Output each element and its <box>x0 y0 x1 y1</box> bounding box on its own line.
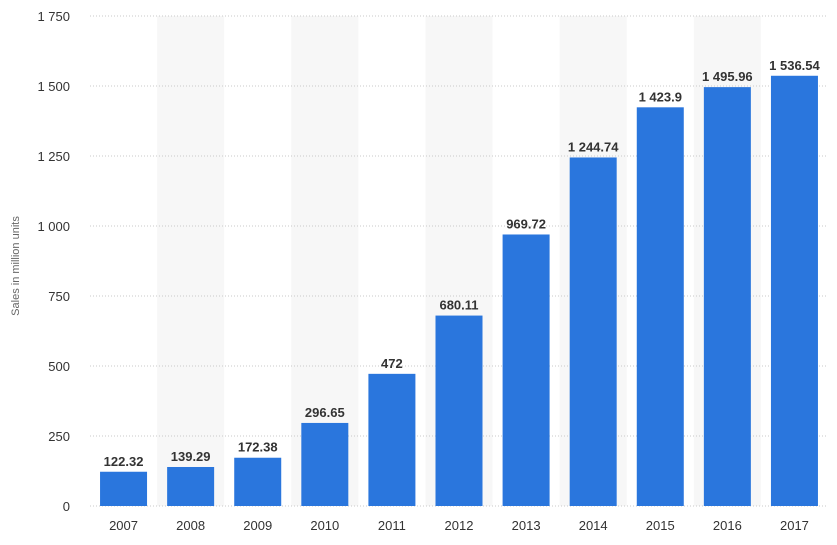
bar-2008 <box>167 466 215 506</box>
data-label-2009: 172.38 <box>238 440 278 455</box>
bar-2009 <box>234 457 282 506</box>
x-tick-label-2015: 2015 <box>646 518 675 533</box>
data-labels: 122.32 139.29 172.38 296.65 472 680.11 969.72 1… <box>104 58 821 469</box>
bar-2013 <box>502 234 550 506</box>
x-tick-label-2010: 2010 <box>310 518 339 533</box>
y-tick-label: 0 <box>63 499 70 514</box>
bars <box>100 75 818 507</box>
bar-2010 <box>301 422 349 506</box>
y-tick-label: 750 <box>48 289 70 304</box>
bar-2014 <box>569 157 617 507</box>
data-label-2008: 139.29 <box>171 449 211 464</box>
y-tick-label: 1 750 <box>37 9 70 24</box>
y-tick-label: 500 <box>48 359 70 374</box>
x-tick-label-2008: 2008 <box>176 518 205 533</box>
y-tick-label: 1 250 <box>37 149 70 164</box>
data-label-2012: 680.11 <box>439 298 478 313</box>
x-tick-label-2017: 2017 <box>780 518 809 533</box>
x-tick-label-2013: 2013 <box>512 518 541 533</box>
y-axis-ticks: 0 250 500 750 1 000 1 250 1 500 1 750 <box>37 9 70 514</box>
data-label-2007: 122.32 <box>104 454 144 469</box>
data-label-2013: 969.72 <box>506 216 546 231</box>
x-tick-label-2007: 2007 <box>109 518 138 533</box>
x-tick-label-2011: 2011 <box>378 518 406 533</box>
data-label-2016: 1 495.96 <box>702 69 753 84</box>
bar-2012 <box>435 315 483 506</box>
bar-2015 <box>636 107 684 507</box>
data-label-2015: 1 423.9 <box>639 89 682 104</box>
bar-2017 <box>770 75 818 506</box>
data-label-2014: 1 244.74 <box>568 139 619 154</box>
y-tick-label: 1 000 <box>37 219 70 234</box>
y-tick-label: 1 500 <box>37 79 70 94</box>
x-tick-label-2016: 2016 <box>713 518 742 533</box>
x-tick-label-2012: 2012 <box>445 518 474 533</box>
bar-2011 <box>368 373 416 506</box>
data-label-2017: 1 536.54 <box>769 58 820 73</box>
y-tick-label: 250 <box>48 429 70 444</box>
y-axis-label: Sales in million units <box>10 216 22 316</box>
data-label-2011: 472 <box>381 356 403 371</box>
band-2008 <box>157 16 225 506</box>
x-tick-label-2014: 2014 <box>579 518 608 533</box>
bar-2016 <box>703 87 751 507</box>
x-axis-ticks: 2007 2008 2009 2010 2011 2012 2013 2014 2015 2016… <box>109 518 809 533</box>
x-tick-label-2009: 2009 <box>243 518 272 533</box>
bar-2007 <box>100 471 148 506</box>
data-label-2010: 296.65 <box>305 405 345 420</box>
